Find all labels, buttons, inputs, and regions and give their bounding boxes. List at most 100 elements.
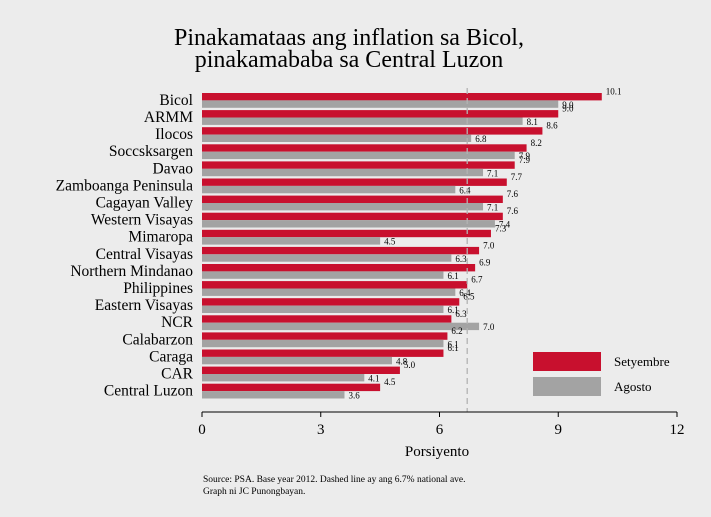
bar-setyembre-western-visayas <box>202 212 503 221</box>
bar-agosto-philippines <box>202 288 456 296</box>
region-label-cagayan-valley: Cagayan Valley <box>96 195 194 212</box>
bar-agosto-eastern-visayas <box>202 305 444 313</box>
x-tick-label-6: 6 <box>436 422 444 438</box>
legend-swatch-agosto <box>533 377 601 396</box>
value-label-agosto-cagayan-valley: 7.1 <box>487 203 498 213</box>
bar-agosto-calabarzon <box>202 339 444 348</box>
bar-agosto-mimaropa <box>202 237 381 245</box>
chart-title-line-2: pinakamababa sa Central Luzon <box>195 47 504 73</box>
value-label-agosto-soccsksargen: 7.9 <box>519 151 531 161</box>
bar-setyembre-eastern-visayas <box>202 298 460 306</box>
bar-setyembre-caraga <box>202 349 444 357</box>
value-label-agosto-calabarzon: 6.1 <box>448 339 459 349</box>
region-label-ilocos: Ilocos <box>155 126 193 143</box>
value-label-agosto-car: 4.1 <box>368 374 379 384</box>
value-label-setyembre-cagayan-valley: 7.6 <box>507 189 519 199</box>
value-label-setyembre-central-luzon: 4.5 <box>384 377 396 387</box>
region-label-armm: ARMM <box>144 109 193 126</box>
legend-swatch-setyembre <box>533 352 601 371</box>
region-label-ncr: NCR <box>161 314 194 331</box>
x-axis-title: Porsiyento <box>405 444 469 460</box>
region-label-car: CAR <box>161 366 194 383</box>
bar-setyembre-central-visayas <box>202 246 480 255</box>
value-label-agosto-central-luzon: 3.6 <box>349 391 361 401</box>
value-label-agosto-eastern-visayas: 6.1 <box>448 305 459 315</box>
value-label-setyembre-soccsksargen: 8.2 <box>531 138 542 148</box>
bar-agosto-armm <box>202 117 523 125</box>
value-label-setyembre-ilocos: 8.6 <box>546 121 558 131</box>
bar-setyembre-zamboanga-peninsula <box>202 178 507 186</box>
region-label-bicol: Bicol <box>159 92 193 109</box>
value-label-agosto-armm: 8.1 <box>527 117 538 127</box>
value-label-setyembre-mimaropa: 7.3 <box>495 223 507 233</box>
value-label-agosto-ncr: 7.0 <box>483 322 495 332</box>
value-label-setyembre-caraga: 6.1 <box>448 343 459 353</box>
region-label-northern-mindanao: Northern Mindanao <box>70 263 193 280</box>
region-label-davao: Davao <box>153 160 194 177</box>
value-label-setyembre-philippines: 6.7 <box>471 275 483 285</box>
plot-area: Bicol 10.1 9.0 ARMM 9.0 8.1 Ilocos 8.6 6.8 Soccsk… <box>56 87 622 412</box>
bar-agosto-car <box>202 374 365 382</box>
bar-setyembre-cagayan-valley <box>202 195 503 203</box>
region-label-caraga: Caraga <box>149 348 193 365</box>
bar-agosto-central-luzon <box>202 391 345 399</box>
region-label-philippines: Philippines <box>123 280 193 297</box>
bar-setyembre-northern-mindanao <box>202 264 476 272</box>
bar-agosto-zamboanga-peninsula <box>202 185 456 194</box>
bar-agosto-soccsksargen <box>202 151 515 160</box>
region-label-central-luzon: Central Luzon <box>104 383 193 400</box>
region-label-mimaropa: Mimaropa <box>128 229 193 246</box>
bar-agosto-bicol <box>202 100 559 108</box>
value-label-agosto-mimaropa: 4.5 <box>384 237 396 247</box>
chart-title-line-1: Pinakamataas ang inflation sa Bicol, <box>174 25 524 51</box>
value-label-setyembre-calabarzon: 6.2 <box>451 326 462 336</box>
x-tick-label-3: 3 <box>317 422 325 438</box>
bar-setyembre-armm <box>202 110 559 118</box>
value-label-setyembre-car: 5.0 <box>404 360 416 370</box>
value-label-agosto-philippines: 6.4 <box>459 288 471 298</box>
value-label-setyembre-zamboanga-peninsula: 7.7 <box>511 172 523 182</box>
bar-agosto-northern-mindanao <box>202 271 444 279</box>
value-label-agosto-northern-mindanao: 6.1 <box>448 271 459 281</box>
value-label-setyembre-ncr: 6.3 <box>455 309 467 319</box>
value-label-agosto-caraga: 4.8 <box>396 356 408 366</box>
value-label-agosto-davao: 7.1 <box>487 168 498 178</box>
region-label-eastern-visayas: Eastern Visayas <box>95 297 193 314</box>
value-label-setyembre-western-visayas: 7.6 <box>507 206 519 216</box>
region-label-central-visayas: Central Visayas <box>96 246 193 263</box>
value-label-agosto-central-visayas: 6.3 <box>455 254 467 264</box>
bar-setyembre-ncr <box>202 315 452 323</box>
source-note-line-1: Source: PSA. Base year 2012. Dashed line… <box>203 475 466 485</box>
value-label-agosto-ilocos: 6.8 <box>475 134 487 144</box>
bar-setyembre-central-luzon <box>202 383 381 392</box>
value-label-setyembre-eastern-visayas: 6.5 <box>463 292 475 302</box>
x-axis-ticks: 0 3 6 9 12 <box>198 412 685 438</box>
bar-agosto-davao <box>202 168 484 177</box>
bar-setyembre-davao <box>202 161 515 169</box>
region-label-calabarzon: Calabarzon <box>122 331 193 348</box>
x-tick-label-12: 12 <box>670 422 685 438</box>
bar-setyembre-bicol <box>202 93 602 101</box>
value-label-setyembre-armm: 9.0 <box>562 104 574 114</box>
bar-agosto-western-visayas <box>202 220 495 228</box>
bar-setyembre-soccsksargen <box>202 144 527 152</box>
bar-agosto-ncr <box>202 322 480 331</box>
bar-setyembre-mimaropa <box>202 229 491 238</box>
bar-setyembre-car <box>202 366 400 374</box>
legend: Setyembre Agosto <box>533 352 670 396</box>
source-note-line-2: Graph ni JC Punongbayan. <box>203 487 305 497</box>
x-tick-label-9: 9 <box>555 422 563 438</box>
region-label-western-visayas: Western Visayas <box>91 212 193 229</box>
bar-agosto-caraga <box>202 356 392 365</box>
value-label-agosto-bicol: 9.0 <box>562 100 574 110</box>
legend-label-agosto: Agosto <box>614 379 652 394</box>
bar-agosto-central-visayas <box>202 254 452 262</box>
x-tick-label-0: 0 <box>198 422 206 438</box>
bar-setyembre-calabarzon <box>202 332 448 340</box>
region-label-soccsksargen: Soccsksargen <box>109 143 193 160</box>
bar-agosto-cagayan-valley <box>202 203 484 211</box>
bar-agosto-ilocos <box>202 134 472 142</box>
value-label-setyembre-davao: 7.9 <box>519 155 531 165</box>
value-label-setyembre-central-visayas: 7.0 <box>483 240 495 250</box>
